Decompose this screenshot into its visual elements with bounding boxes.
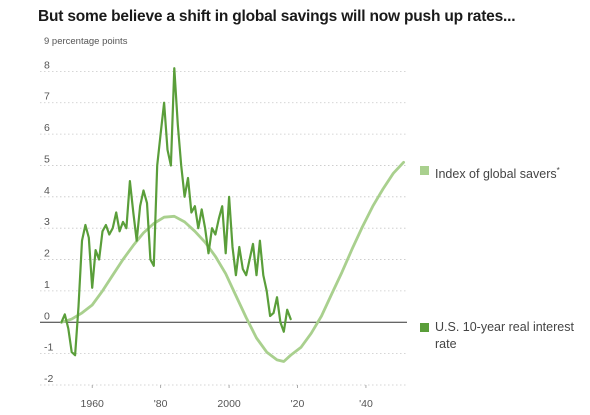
x-tick-label: 1960 — [81, 398, 105, 410]
y-tick-label: 0 — [44, 310, 50, 322]
y-tick-label: -1 — [44, 342, 53, 354]
x-tick-label: 2000 — [217, 398, 241, 410]
legend-item-real-rate: U.S. 10-year real interest rate — [420, 319, 585, 353]
y-tick-label: 5 — [44, 153, 50, 165]
y-tick-label: 2 — [44, 248, 50, 260]
x-tick-label: '40 — [359, 398, 373, 410]
legend-item-savers: Index of global savers* — [420, 162, 585, 183]
legend-swatch-savers — [420, 166, 429, 175]
legend-swatch-real-rate — [420, 323, 429, 332]
series-line-real-rate — [60, 67, 292, 357]
y-unit-label: 9 percentage points — [44, 36, 128, 47]
x-tick-label: '20 — [291, 398, 305, 410]
legend-label-real-rate: U.S. 10-year real interest rate — [435, 320, 574, 351]
x-tick-labels: 1960 '80 2000 '20 '40 — [81, 385, 373, 410]
y-tick-label: 4 — [44, 185, 50, 197]
y-tick-label: 7 — [44, 91, 50, 103]
y-tick-labels: -2 -1 0 1 2 3 4 5 6 7 8 9 percentage points — [44, 36, 128, 385]
y-tick-label: 6 — [44, 122, 50, 134]
series-lines — [60, 67, 405, 363]
y-tick-label: 8 — [44, 59, 50, 71]
y-tick-label: 3 — [44, 216, 50, 228]
x-tick-label: '80 — [154, 398, 168, 410]
gridlines — [40, 70, 407, 386]
legend-label-savers: Index of global savers* — [435, 166, 560, 182]
chart-title: But some believe a shift in global savin… — [38, 8, 516, 25]
y-tick-label: -2 — [44, 373, 53, 385]
series-line-global-savers — [60, 160, 405, 363]
y-tick-label: 1 — [44, 279, 50, 291]
